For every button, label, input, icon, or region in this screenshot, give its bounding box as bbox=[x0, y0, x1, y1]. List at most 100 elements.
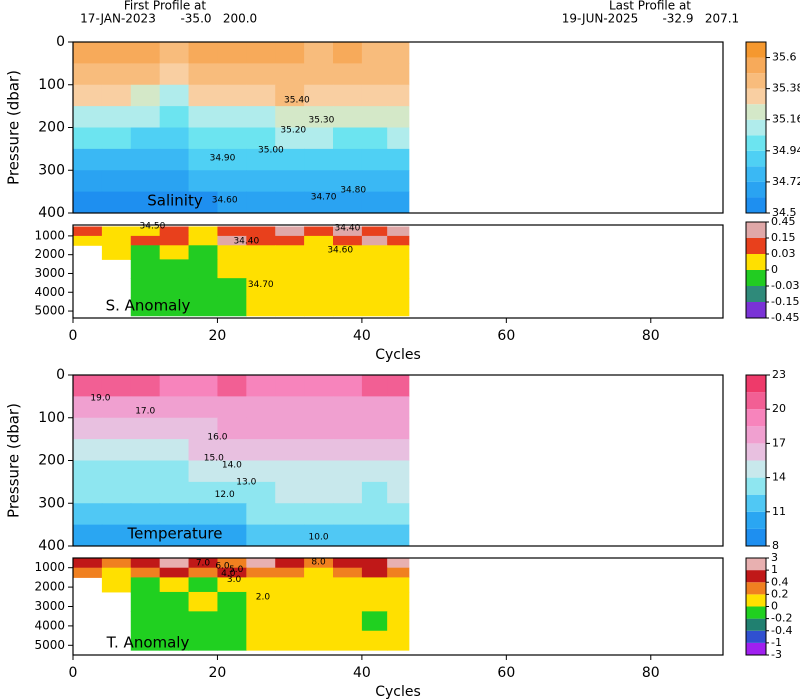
colorbar-label: 3 bbox=[771, 551, 778, 564]
cell bbox=[130, 558, 161, 569]
y-tick-label: 0 bbox=[56, 367, 65, 383]
cells bbox=[73, 226, 410, 317]
cell bbox=[188, 439, 218, 461]
cell bbox=[275, 259, 305, 279]
cell bbox=[333, 42, 363, 64]
cell bbox=[275, 296, 305, 317]
cell bbox=[217, 127, 247, 150]
cell bbox=[246, 558, 276, 569]
cell bbox=[130, 460, 161, 483]
cell bbox=[217, 558, 247, 569]
cell bbox=[217, 42, 247, 64]
cell bbox=[159, 460, 190, 483]
cell bbox=[130, 84, 161, 107]
colorbar-segment bbox=[746, 606, 766, 619]
contour-label: 35.00 bbox=[258, 146, 284, 156]
colorbar-label: 0.45 bbox=[771, 215, 796, 228]
last-profile-label: Last Profile at bbox=[609, 0, 691, 13]
cell bbox=[387, 84, 410, 107]
cell bbox=[333, 148, 363, 171]
cell bbox=[101, 106, 132, 128]
contour-label: 6.0 bbox=[215, 561, 230, 571]
colorbar-segment bbox=[746, 426, 766, 444]
colorbar-segment bbox=[746, 181, 766, 198]
cell bbox=[387, 591, 410, 612]
cell bbox=[246, 84, 276, 107]
colorbar-segment bbox=[746, 197, 766, 213]
cell bbox=[101, 503, 132, 526]
cell bbox=[304, 127, 334, 150]
colorbar-label: 0.15 bbox=[771, 231, 796, 244]
y-tick-label: 200 bbox=[38, 120, 65, 136]
cell bbox=[101, 42, 132, 64]
cell bbox=[188, 591, 218, 612]
colorbar-segment bbox=[746, 57, 766, 74]
cell bbox=[188, 63, 218, 86]
contour-label: 35.20 bbox=[280, 126, 306, 136]
cells bbox=[73, 42, 410, 213]
x-axis-label: Cycles bbox=[375, 347, 421, 363]
y-tick-label: 0 bbox=[56, 34, 65, 50]
colorbar-label: -0.4 bbox=[771, 624, 792, 637]
cell bbox=[361, 481, 388, 504]
colorbar-label: -0.2 bbox=[771, 612, 792, 625]
x-tick-label: 80 bbox=[642, 328, 660, 344]
cell bbox=[188, 567, 218, 578]
cell bbox=[246, 191, 276, 213]
cell bbox=[130, 191, 161, 213]
colorbar-label: 20 bbox=[772, 402, 786, 415]
contour-label: 34.60 bbox=[327, 245, 353, 255]
cell bbox=[333, 106, 363, 128]
cell bbox=[275, 84, 305, 107]
cell bbox=[333, 191, 363, 213]
cell bbox=[275, 375, 305, 397]
cell bbox=[361, 191, 388, 213]
colorbar-segment bbox=[746, 528, 766, 546]
panel-label: T. Anomaly bbox=[106, 634, 190, 652]
panel-label: Temperature bbox=[126, 525, 222, 543]
colorbar-segment bbox=[746, 630, 766, 643]
y-tick-label: 3000 bbox=[34, 599, 65, 613]
y-tick-label: 300 bbox=[38, 495, 65, 511]
cell bbox=[333, 577, 363, 593]
cell bbox=[361, 170, 388, 193]
cell bbox=[387, 417, 410, 440]
colorbar-label: 0.03 bbox=[771, 247, 796, 260]
cell bbox=[130, 567, 161, 578]
cell bbox=[304, 42, 334, 64]
colorbar-label: -0.15 bbox=[771, 295, 799, 308]
cell bbox=[304, 63, 334, 86]
cell bbox=[101, 148, 132, 171]
cell bbox=[387, 63, 410, 86]
cell bbox=[333, 235, 363, 246]
cell bbox=[361, 226, 388, 237]
cell bbox=[361, 591, 388, 612]
cell bbox=[217, 84, 247, 107]
cell bbox=[188, 481, 218, 504]
colorbar-label: 35.38 bbox=[772, 82, 800, 95]
cell bbox=[159, 245, 190, 260]
cell bbox=[387, 558, 410, 569]
cell bbox=[361, 558, 388, 569]
cell bbox=[246, 245, 276, 260]
cell bbox=[159, 278, 190, 298]
cell bbox=[387, 278, 410, 298]
cell bbox=[73, 235, 103, 246]
cell bbox=[304, 235, 334, 246]
contour-label: 35.30 bbox=[309, 115, 335, 125]
cell bbox=[361, 296, 388, 317]
cell bbox=[159, 481, 190, 504]
cell bbox=[188, 245, 218, 260]
cell bbox=[333, 84, 363, 107]
cell bbox=[304, 396, 334, 419]
cell bbox=[159, 106, 190, 128]
colorbar-segment bbox=[746, 443, 766, 461]
cell bbox=[361, 245, 388, 260]
cell bbox=[333, 524, 363, 546]
cell bbox=[333, 259, 363, 279]
colorbar-segment bbox=[746, 460, 766, 478]
cell bbox=[361, 84, 388, 107]
cell bbox=[304, 558, 334, 569]
cell bbox=[361, 577, 388, 593]
